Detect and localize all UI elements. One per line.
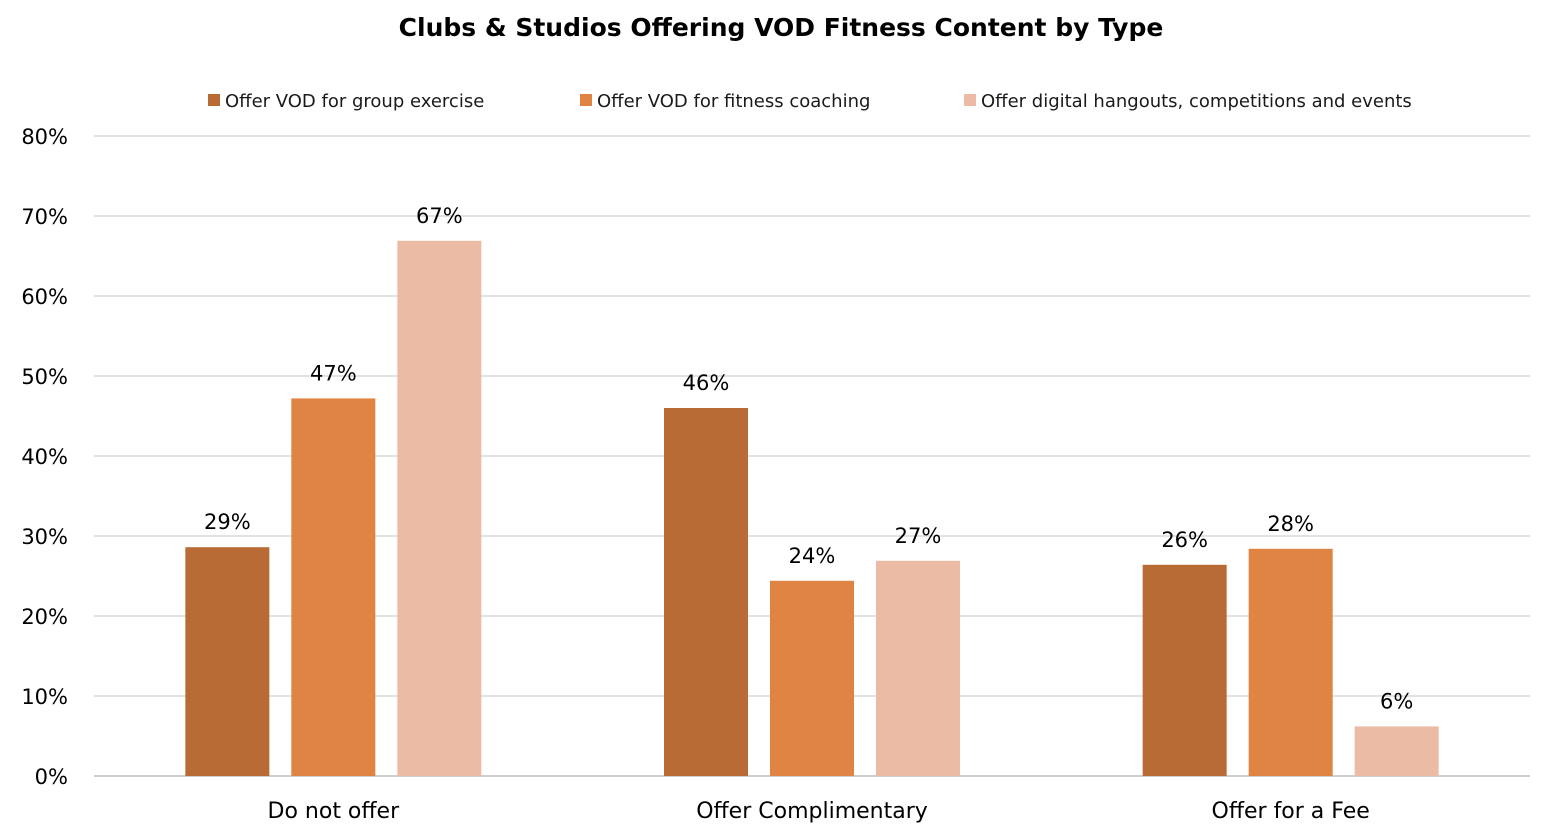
bar: [1248, 548, 1333, 776]
bar: [1354, 726, 1439, 776]
legend-label: Offer VOD for group exercise: [225, 91, 484, 112]
data-label: 27%: [895, 524, 942, 548]
y-tick-label: 50%: [21, 365, 68, 389]
data-label: 24%: [789, 544, 836, 568]
x-category-label: Offer for a Fee: [1212, 799, 1370, 824]
legend-label: Offer VOD for fitness coaching: [597, 91, 870, 112]
legend-label: Offer digital hangouts, competitions and…: [981, 91, 1412, 112]
data-label: 6%: [1380, 689, 1413, 713]
x-category-label: Do not offer: [268, 799, 401, 824]
data-labels: 29% 47% 67% 46% 24% 27% 26% 28% 6%: [204, 204, 1413, 714]
bar: [770, 580, 854, 776]
data-label: 28%: [1267, 512, 1314, 536]
bar: [291, 398, 376, 776]
data-label: 47%: [310, 361, 357, 385]
x-category-label: Offer Complimentary: [696, 799, 928, 824]
bar: [1142, 564, 1227, 776]
legend-swatch: [964, 94, 976, 106]
y-tick-label: 80%: [21, 125, 68, 149]
bars: [185, 240, 1439, 777]
y-tick-label: 0%: [35, 765, 68, 789]
y-tick-label: 60%: [21, 285, 68, 309]
data-label: 26%: [1161, 528, 1208, 552]
data-label: 29%: [204, 510, 251, 534]
x-axis-categories: Do not offer Offer Complimentary Offer for…: [268, 799, 1370, 824]
y-tick-label: 20%: [21, 605, 68, 629]
chart-title: Clubs & Studios Offering VOD Fitness Con…: [399, 13, 1164, 42]
legend-swatch: [580, 94, 592, 106]
bar: [876, 560, 960, 776]
y-tick-label: 30%: [21, 525, 68, 549]
bar: [185, 547, 270, 776]
data-label: 46%: [683, 371, 730, 395]
legend-swatch: [208, 94, 220, 106]
y-tick-label: 10%: [21, 685, 68, 709]
y-axis-ticks: 0% 10% 20% 30% 40% 50% 60% 70% 80%: [21, 125, 68, 789]
y-tick-label: 40%: [21, 445, 68, 469]
bar: [397, 240, 482, 777]
bar: [664, 408, 748, 776]
legend: Offer VOD for group exercise Offer VOD fo…: [208, 91, 1412, 112]
y-tick-label: 70%: [21, 205, 68, 229]
data-label: 67%: [416, 204, 463, 228]
